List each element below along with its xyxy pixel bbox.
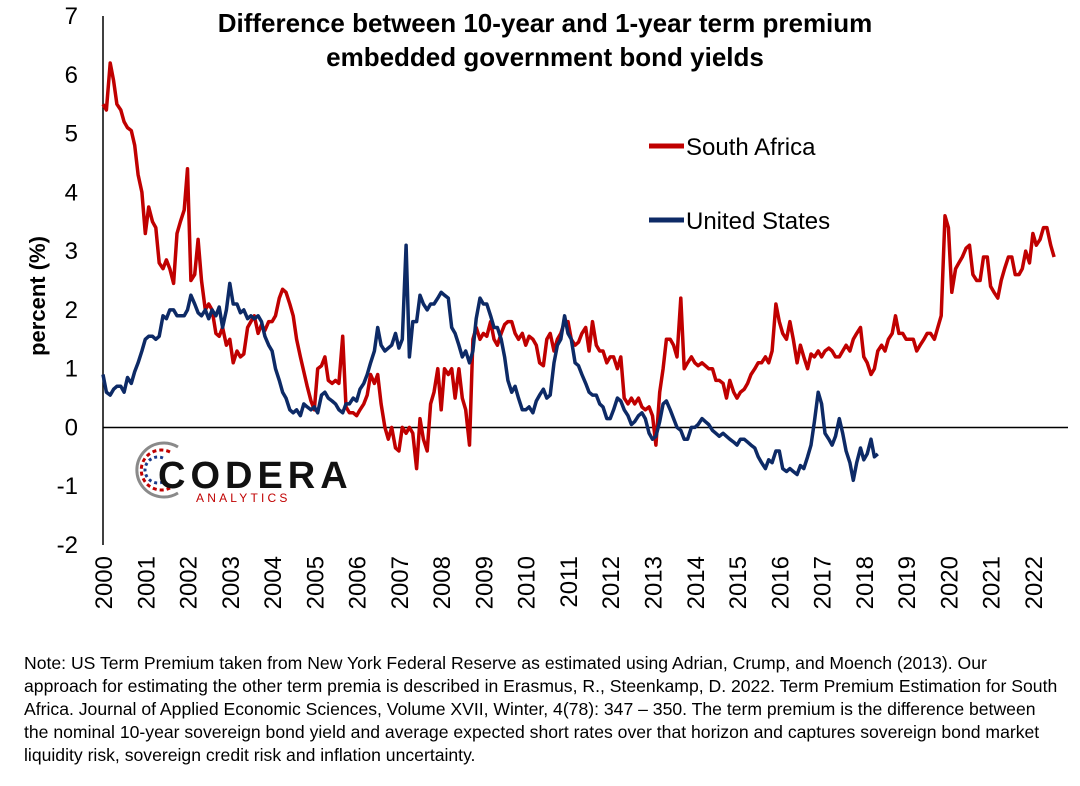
chart-title-line2: embedded government bond yields <box>326 42 764 72</box>
y-tick-label: -1 <box>57 473 78 500</box>
x-axis-ticks: 2000 2001 2002 2003 2004 2005 2006 2007 2008 2009… <box>91 556 1048 609</box>
x-tick-label: 2009 <box>471 556 498 609</box>
chart-title-line1: Difference between 10-year and 1-year te… <box>218 8 873 38</box>
y-tick-label: 7 <box>65 3 78 30</box>
logo-brand-text: CODERA <box>158 455 353 497</box>
y-tick-label: -2 <box>57 532 78 559</box>
x-tick-label: 2014 <box>683 556 710 609</box>
x-tick-label: 2016 <box>767 556 794 609</box>
footnote: Note: US Term Premium taken from New Yor… <box>24 653 1058 765</box>
y-tick-label: 1 <box>65 356 78 383</box>
y-axis-label: percent (%) <box>25 236 50 356</box>
x-tick-label: 2008 <box>429 556 456 609</box>
x-tick-label: 2013 <box>640 556 667 609</box>
x-tick-label: 2015 <box>725 556 752 609</box>
x-tick-label: 2003 <box>218 556 245 609</box>
x-tick-label: 2020 <box>936 556 963 609</box>
legend: South Africa United States <box>649 134 830 235</box>
x-tick-label: 2006 <box>345 556 372 609</box>
y-tick-label: 4 <box>65 179 78 206</box>
x-tick-label: 2012 <box>598 556 625 609</box>
legend-label-south-africa: South Africa <box>686 134 816 161</box>
y-tick-label: 3 <box>65 238 78 265</box>
y-tick-label: 0 <box>65 414 78 441</box>
x-tick-label: 2005 <box>302 556 329 609</box>
legend-label-united-states: United States <box>686 208 830 235</box>
y-tick-label: 6 <box>65 62 78 89</box>
x-tick-label: 2022 <box>1021 556 1048 609</box>
x-tick-label: 2002 <box>176 556 203 609</box>
logo-tagline-text: ANALYTICS <box>196 491 291 505</box>
series-line-united-states <box>101 243 879 483</box>
x-tick-label: 2019 <box>894 556 921 609</box>
x-tick-label: 2000 <box>91 556 118 609</box>
x-tick-label: 2017 <box>810 556 837 609</box>
y-axis-ticks: -2 -1 0 1 2 3 4 5 6 7 <box>57 3 78 559</box>
x-tick-label: 2010 <box>514 556 541 609</box>
y-tick-label: 2 <box>65 297 78 324</box>
x-tick-label: 2011 <box>556 556 583 608</box>
y-tick-label: 5 <box>65 121 78 148</box>
x-tick-label: 2007 <box>387 556 414 609</box>
x-tick-label: 2001 <box>133 556 160 609</box>
series-lines <box>101 61 1056 483</box>
x-tick-label: 2021 <box>979 556 1006 609</box>
x-tick-label: 2018 <box>852 556 879 609</box>
chart-area: Difference between 10-year and 1-year te… <box>25 3 1068 609</box>
codera-logo: CODERA ANALYTICS <box>135 441 353 505</box>
logo-mark-icon <box>135 441 179 499</box>
x-tick-label: 2004 <box>260 556 287 609</box>
series-line-south-africa <box>101 61 1056 471</box>
